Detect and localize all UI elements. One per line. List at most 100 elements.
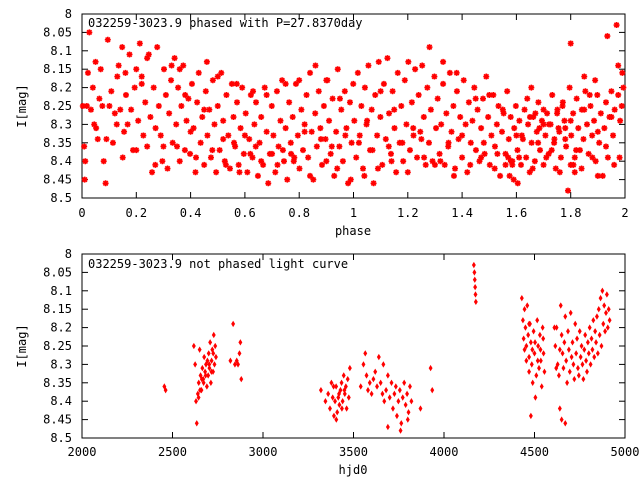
data-point xyxy=(126,51,133,58)
data-point xyxy=(412,66,419,73)
data-point xyxy=(237,350,242,357)
y-tick-label: 8.1 xyxy=(50,44,72,58)
y-axis-ticks: 8 8.05 8.1 8.15 8.2 8.25 8.3 8.35 8.4 8.45 8.5 xyxy=(43,247,625,445)
data-point xyxy=(385,143,392,150)
x-tick-label: 1.6 xyxy=(506,206,528,220)
data-point xyxy=(499,106,506,113)
data-point xyxy=(604,309,608,317)
data-point xyxy=(567,161,574,168)
data-point xyxy=(474,106,481,113)
data-point xyxy=(527,320,532,328)
data-point xyxy=(337,390,341,398)
data-point xyxy=(553,342,558,350)
data-point xyxy=(296,77,303,84)
data-point xyxy=(317,136,324,143)
data-point xyxy=(342,386,347,394)
data-point xyxy=(559,99,566,106)
data-point xyxy=(209,147,216,154)
data-point xyxy=(86,29,93,36)
data-point xyxy=(238,339,243,346)
data-point xyxy=(551,139,558,146)
data-point xyxy=(596,306,601,313)
data-point xyxy=(327,150,334,157)
data-point xyxy=(323,398,328,405)
data-point xyxy=(282,125,289,132)
data-point xyxy=(519,294,524,302)
data-point xyxy=(471,84,478,91)
unphased-light-curve-panel: 032259-3023.9 not phased light curve hjd… xyxy=(15,247,639,477)
data-point xyxy=(450,103,457,109)
data-point xyxy=(564,187,571,194)
data-point xyxy=(394,69,401,76)
data-point xyxy=(92,58,99,65)
data-point xyxy=(187,128,194,135)
data-point xyxy=(566,328,570,335)
y-tick-label: 8 xyxy=(65,7,72,21)
data-point xyxy=(591,317,596,324)
data-point xyxy=(602,99,609,106)
data-point xyxy=(157,132,164,139)
data-point xyxy=(375,383,379,390)
data-point xyxy=(573,320,578,328)
plot-title: 032259-3023.9 phased with P=27.8370day xyxy=(88,16,363,30)
data-point xyxy=(273,88,280,95)
data-point xyxy=(382,136,389,143)
data-point xyxy=(122,91,129,98)
data-point xyxy=(303,91,310,98)
data-point xyxy=(410,132,417,139)
data-point xyxy=(406,147,413,154)
data-point xyxy=(602,302,607,309)
data-point xyxy=(453,69,460,76)
data-point xyxy=(163,386,168,394)
data-point xyxy=(149,169,156,176)
data-point xyxy=(131,84,138,91)
data-point xyxy=(445,143,452,150)
data-point xyxy=(599,172,606,179)
data-point xyxy=(108,88,115,95)
data-point xyxy=(354,69,361,76)
data-point xyxy=(399,139,406,146)
data-point xyxy=(342,390,347,398)
data-point xyxy=(535,139,542,146)
y-tick-label: 8.5 xyxy=(50,191,72,205)
data-point xyxy=(567,368,572,375)
data-point xyxy=(518,161,525,168)
data-point xyxy=(374,132,381,139)
data-point xyxy=(440,58,447,65)
data-point xyxy=(552,324,557,331)
data-point xyxy=(168,77,175,84)
data-point xyxy=(593,328,598,335)
data-point xyxy=(455,136,462,143)
data-point xyxy=(433,125,440,132)
data-point xyxy=(576,372,581,379)
data-point xyxy=(334,66,341,73)
data-point xyxy=(205,357,210,364)
data-point xyxy=(543,154,550,161)
data-point xyxy=(322,136,329,143)
data-point xyxy=(582,346,587,353)
data-point xyxy=(567,40,574,47)
data-point xyxy=(377,114,384,121)
data-point xyxy=(575,335,579,342)
data-point xyxy=(566,84,573,91)
data-point xyxy=(408,383,412,390)
x-tick-label: 1 xyxy=(350,206,357,220)
data-point xyxy=(209,368,214,375)
data-point xyxy=(197,346,202,353)
data-point xyxy=(460,77,467,84)
data-point xyxy=(298,106,305,113)
data-point xyxy=(289,114,296,121)
data-point xyxy=(532,350,537,357)
data-point xyxy=(418,405,423,412)
data-point xyxy=(358,383,363,390)
data-point xyxy=(522,306,527,313)
data-point xyxy=(202,88,209,95)
data-point xyxy=(573,147,580,154)
data-point xyxy=(389,379,394,386)
data-point xyxy=(391,106,398,113)
data-point xyxy=(485,114,492,121)
data-point xyxy=(398,103,405,109)
data-point xyxy=(159,158,166,165)
data-point xyxy=(233,80,240,87)
data-point xyxy=(393,383,398,390)
